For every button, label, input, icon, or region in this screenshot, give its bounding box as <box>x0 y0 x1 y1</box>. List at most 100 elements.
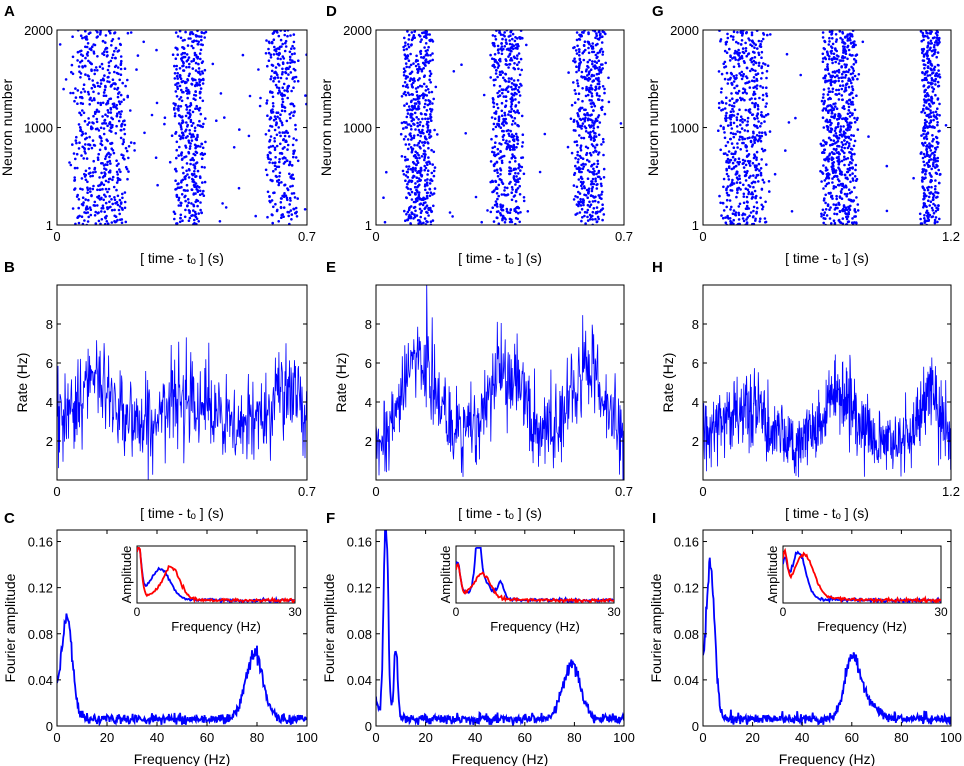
spike-dot <box>282 82 286 86</box>
spike-dot <box>94 210 97 214</box>
spike-dot <box>836 144 840 148</box>
spike-dot <box>268 195 271 199</box>
spike-dot <box>413 143 416 147</box>
spike-dot <box>822 93 825 96</box>
spike-dot <box>511 188 514 191</box>
spike-dot <box>591 177 595 181</box>
spike-dot <box>517 172 520 175</box>
spike-dot <box>843 135 847 138</box>
spike-dot <box>582 136 586 140</box>
plot-area-g <box>717 30 948 225</box>
inset-frame <box>455 545 615 604</box>
spike-dot <box>276 92 280 95</box>
spike-dot <box>175 140 179 144</box>
spike-dot <box>822 144 825 147</box>
spike-dot <box>408 79 412 82</box>
spike-dot <box>491 150 494 154</box>
spike-dot <box>753 46 756 49</box>
spike-dot <box>934 209 938 213</box>
spike-dot <box>732 146 736 149</box>
spike-dot <box>837 112 840 116</box>
spike-dot <box>420 155 424 158</box>
spike-dot <box>418 102 421 105</box>
spike-dot <box>84 132 87 135</box>
spike-dot <box>752 209 755 213</box>
spike-dot <box>826 175 830 178</box>
spike-dot <box>199 78 203 82</box>
spike-dot <box>109 85 113 88</box>
spike-dot <box>199 48 203 52</box>
spike-dot <box>502 129 505 133</box>
spike-dot <box>934 159 937 163</box>
spike-dot <box>929 174 932 177</box>
spike-dot <box>499 212 502 215</box>
x-tick-label: 1.2 <box>942 484 960 499</box>
spike-dot <box>835 151 839 155</box>
spike-dot <box>727 150 731 153</box>
spike-dot <box>111 202 114 206</box>
spike-dot <box>831 37 834 40</box>
spike-dot <box>92 90 95 94</box>
spike-dot <box>857 73 861 76</box>
spike-dot <box>506 90 510 93</box>
spike-dot <box>931 134 934 137</box>
spike-dot <box>569 117 573 120</box>
spike-dot <box>460 63 463 66</box>
spike-dot <box>515 175 518 178</box>
spike-dot <box>116 66 120 69</box>
spike-dot <box>432 204 435 208</box>
spike-dot <box>101 122 104 125</box>
spike-dot <box>922 194 926 198</box>
spike-dot <box>105 220 109 223</box>
spike-dot <box>594 179 597 183</box>
spike-dot <box>504 80 508 83</box>
spike-dot <box>192 193 195 196</box>
spike-dot <box>922 206 925 209</box>
spike-dot <box>93 68 96 72</box>
spike-dot <box>196 204 199 208</box>
spike-dot <box>416 159 419 163</box>
spike-dot <box>736 31 739 34</box>
spike-dot <box>102 78 105 82</box>
spike-dot <box>126 31 130 35</box>
spike-dot <box>120 128 123 132</box>
spike-dot <box>101 187 104 191</box>
spike-dot <box>752 185 755 189</box>
spike-dot <box>590 92 594 95</box>
spike-dot <box>271 221 275 225</box>
spike-dot <box>286 131 290 135</box>
spike-dot <box>185 162 189 165</box>
spike-dot <box>750 33 754 37</box>
spike-dot <box>927 116 931 119</box>
spike-dot <box>410 179 414 183</box>
spike-dot <box>415 54 418 58</box>
spike-dot <box>592 65 595 68</box>
spike-dot <box>732 110 735 113</box>
spike-dot <box>590 105 593 109</box>
spike-dot <box>101 204 105 207</box>
spike-dot <box>834 79 837 83</box>
spike-dot <box>108 195 111 198</box>
spike-dot <box>752 76 756 79</box>
spike-dot <box>830 165 833 169</box>
spike-dot <box>177 104 180 108</box>
spike-dot <box>135 68 138 71</box>
spike-dot <box>69 91 72 95</box>
spike-dot <box>277 34 281 38</box>
spike-dot <box>402 67 406 70</box>
spike-dot <box>126 78 129 82</box>
spike-dot <box>102 132 106 136</box>
spike-dot <box>271 161 275 165</box>
spike-dot <box>105 50 109 54</box>
x-tick-label: 60 <box>200 730 214 745</box>
spike-dot <box>827 87 830 90</box>
spike-dot <box>436 133 439 136</box>
spike-dot <box>104 122 108 125</box>
spike-dot <box>492 128 495 131</box>
spike-dot <box>410 190 414 194</box>
spike-dot <box>286 61 289 65</box>
spike-dot <box>199 201 202 204</box>
spike-dot <box>195 81 198 85</box>
spike-dot <box>833 71 837 74</box>
spike-dot <box>935 72 939 75</box>
